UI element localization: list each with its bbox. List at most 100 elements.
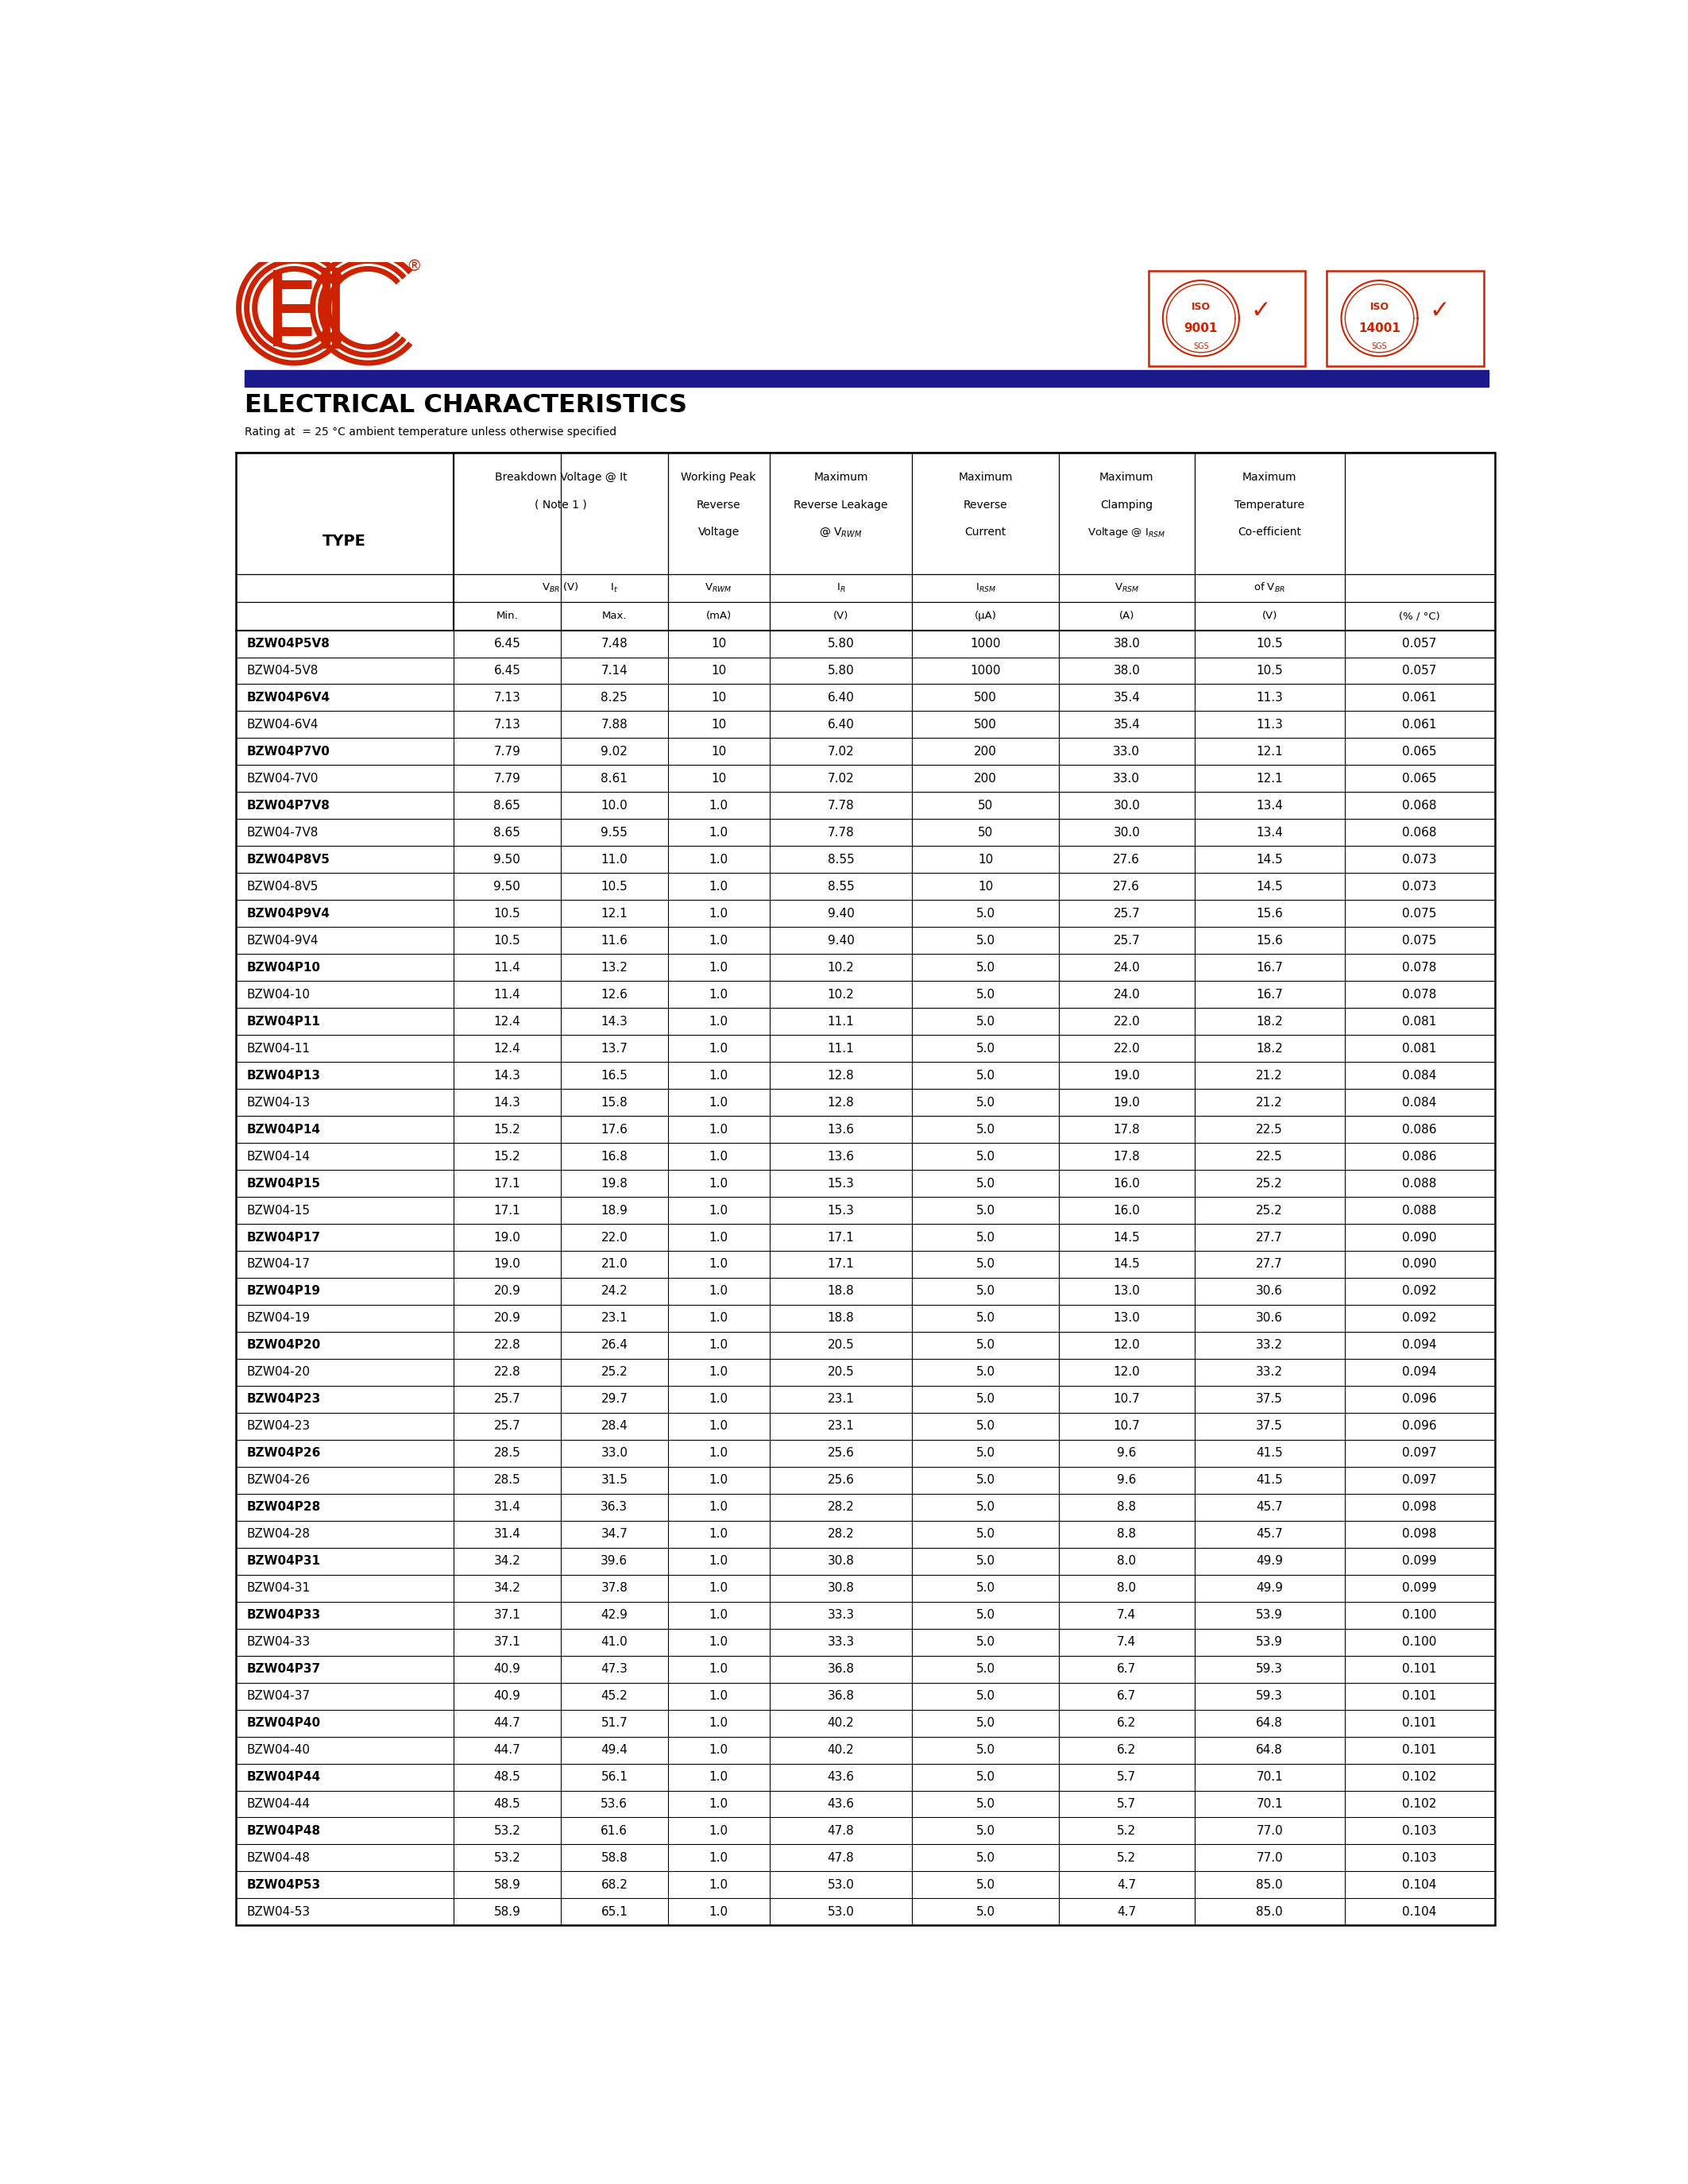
Text: 18.8: 18.8 bbox=[827, 1286, 854, 1297]
Text: 31.4: 31.4 bbox=[493, 1500, 520, 1514]
Text: BZW04P19: BZW04P19 bbox=[246, 1286, 321, 1297]
Text: 0.097: 0.097 bbox=[1403, 1474, 1436, 1485]
Text: 33.3: 33.3 bbox=[827, 1610, 854, 1621]
Text: 1.0: 1.0 bbox=[709, 1042, 728, 1055]
Text: 10: 10 bbox=[711, 773, 726, 784]
Text: 37.1: 37.1 bbox=[493, 1610, 520, 1621]
Text: 43.6: 43.6 bbox=[827, 1771, 854, 1782]
Text: 5.0: 5.0 bbox=[976, 1474, 994, 1485]
Text: 0.104: 0.104 bbox=[1403, 1907, 1436, 1918]
Text: 20.5: 20.5 bbox=[827, 1339, 854, 1352]
Text: 0.102: 0.102 bbox=[1403, 1797, 1436, 1811]
Text: 0.068: 0.068 bbox=[1403, 826, 1436, 839]
Text: 0.102: 0.102 bbox=[1403, 1771, 1436, 1782]
Text: 0.086: 0.086 bbox=[1403, 1151, 1436, 1162]
Text: Reverse Leakage: Reverse Leakage bbox=[793, 500, 888, 511]
Text: 7.78: 7.78 bbox=[827, 799, 854, 812]
Text: 44.7: 44.7 bbox=[493, 1745, 520, 1756]
Text: 1.0: 1.0 bbox=[709, 1500, 728, 1514]
Text: 10: 10 bbox=[711, 664, 726, 677]
Text: 1.0: 1.0 bbox=[709, 1123, 728, 1136]
Text: 5.0: 5.0 bbox=[976, 1096, 994, 1107]
Text: 5.0: 5.0 bbox=[976, 1313, 994, 1324]
Text: 18.9: 18.9 bbox=[601, 1203, 628, 1216]
Text: 50: 50 bbox=[977, 799, 993, 812]
Text: 1.0: 1.0 bbox=[709, 1907, 728, 1918]
Text: BZW04-20: BZW04-20 bbox=[246, 1367, 311, 1378]
Text: I$_{RSM}$: I$_{RSM}$ bbox=[976, 581, 996, 594]
Text: 0.061: 0.061 bbox=[1403, 692, 1436, 703]
Text: Min.: Min. bbox=[496, 612, 518, 620]
Text: Rating at  = 25 °C ambient temperature unless otherwise specified: Rating at = 25 °C ambient temperature un… bbox=[245, 426, 616, 437]
Text: 5.0: 5.0 bbox=[976, 1664, 994, 1675]
Text: 70.1: 70.1 bbox=[1256, 1797, 1283, 1811]
Text: BZW04-40: BZW04-40 bbox=[246, 1745, 311, 1756]
Text: 1.0: 1.0 bbox=[709, 1258, 728, 1271]
Text: BZW04P20: BZW04P20 bbox=[246, 1339, 321, 1352]
Text: 30.8: 30.8 bbox=[827, 1581, 854, 1594]
Text: 5.0: 5.0 bbox=[976, 1448, 994, 1459]
Text: Temperature: Temperature bbox=[1234, 500, 1305, 511]
Text: 35.4: 35.4 bbox=[1112, 692, 1139, 703]
Text: ®: ® bbox=[407, 260, 422, 273]
Text: 5.0: 5.0 bbox=[976, 1907, 994, 1918]
Text: 11.1: 11.1 bbox=[827, 1042, 854, 1055]
Text: 20.9: 20.9 bbox=[493, 1286, 520, 1297]
Text: 25.7: 25.7 bbox=[1112, 935, 1139, 946]
Text: 200: 200 bbox=[974, 773, 998, 784]
Text: I$_{R}$: I$_{R}$ bbox=[836, 581, 846, 594]
Text: 33.2: 33.2 bbox=[1256, 1367, 1283, 1378]
Text: 58.9: 58.9 bbox=[493, 1907, 520, 1918]
Text: 85.0: 85.0 bbox=[1256, 1907, 1283, 1918]
Text: 7.13: 7.13 bbox=[493, 719, 520, 732]
Text: 0.081: 0.081 bbox=[1403, 1042, 1436, 1055]
Text: 9.6: 9.6 bbox=[1117, 1448, 1136, 1459]
Text: 13.4: 13.4 bbox=[1256, 826, 1283, 839]
Text: 1.0: 1.0 bbox=[709, 1096, 728, 1107]
Text: 8.8: 8.8 bbox=[1117, 1529, 1136, 1540]
Text: 30.8: 30.8 bbox=[827, 1555, 854, 1568]
Text: 5.0: 5.0 bbox=[976, 1070, 994, 1081]
Text: 0.101: 0.101 bbox=[1403, 1745, 1436, 1756]
Text: 5.0: 5.0 bbox=[976, 1771, 994, 1782]
Text: 1.0: 1.0 bbox=[709, 1771, 728, 1782]
Text: 0.078: 0.078 bbox=[1403, 961, 1436, 974]
Text: 18.8: 18.8 bbox=[827, 1313, 854, 1324]
Text: 1.0: 1.0 bbox=[709, 961, 728, 974]
Text: 1.0: 1.0 bbox=[709, 1610, 728, 1621]
Text: 49.4: 49.4 bbox=[601, 1745, 628, 1756]
Text: 1.0: 1.0 bbox=[709, 1474, 728, 1485]
Text: 1.0: 1.0 bbox=[709, 799, 728, 812]
Text: 0.092: 0.092 bbox=[1403, 1286, 1436, 1297]
Text: 28.5: 28.5 bbox=[493, 1448, 520, 1459]
Text: BZW04P6V4: BZW04P6V4 bbox=[246, 692, 331, 703]
Text: V$_{BR}$ (V): V$_{BR}$ (V) bbox=[542, 581, 579, 594]
Text: SGS: SGS bbox=[1193, 343, 1209, 349]
Text: BZW04-19: BZW04-19 bbox=[246, 1313, 311, 1324]
Text: 12.4: 12.4 bbox=[493, 1042, 520, 1055]
Text: 6.40: 6.40 bbox=[827, 692, 854, 703]
Text: 49.9: 49.9 bbox=[1256, 1555, 1283, 1568]
Text: BZW04-28: BZW04-28 bbox=[246, 1529, 311, 1540]
Text: 10.5: 10.5 bbox=[1256, 664, 1283, 677]
Text: 0.098: 0.098 bbox=[1403, 1500, 1436, 1514]
Text: 64.8: 64.8 bbox=[1256, 1717, 1283, 1730]
Text: BZW04P17: BZW04P17 bbox=[246, 1232, 321, 1243]
Text: 39.6: 39.6 bbox=[601, 1555, 628, 1568]
Text: 11.3: 11.3 bbox=[1256, 719, 1283, 732]
Text: 17.1: 17.1 bbox=[493, 1177, 520, 1190]
Text: 1000: 1000 bbox=[971, 664, 1001, 677]
Text: 1.0: 1.0 bbox=[709, 1529, 728, 1540]
Text: 14.5: 14.5 bbox=[1112, 1232, 1139, 1243]
Text: (A): (A) bbox=[1119, 612, 1134, 620]
Bar bbox=[236, 452, 1494, 1926]
Text: Maximum: Maximum bbox=[814, 472, 868, 483]
Text: 1.0: 1.0 bbox=[709, 1797, 728, 1811]
Text: 11.4: 11.4 bbox=[493, 989, 520, 1000]
Text: 25.7: 25.7 bbox=[493, 1420, 520, 1433]
Text: 24.0: 24.0 bbox=[1112, 961, 1139, 974]
Text: 9.55: 9.55 bbox=[601, 826, 628, 839]
Text: 0.078: 0.078 bbox=[1403, 989, 1436, 1000]
Text: BZW04-48: BZW04-48 bbox=[246, 1852, 311, 1863]
Text: BZW04-8V5: BZW04-8V5 bbox=[246, 880, 319, 893]
